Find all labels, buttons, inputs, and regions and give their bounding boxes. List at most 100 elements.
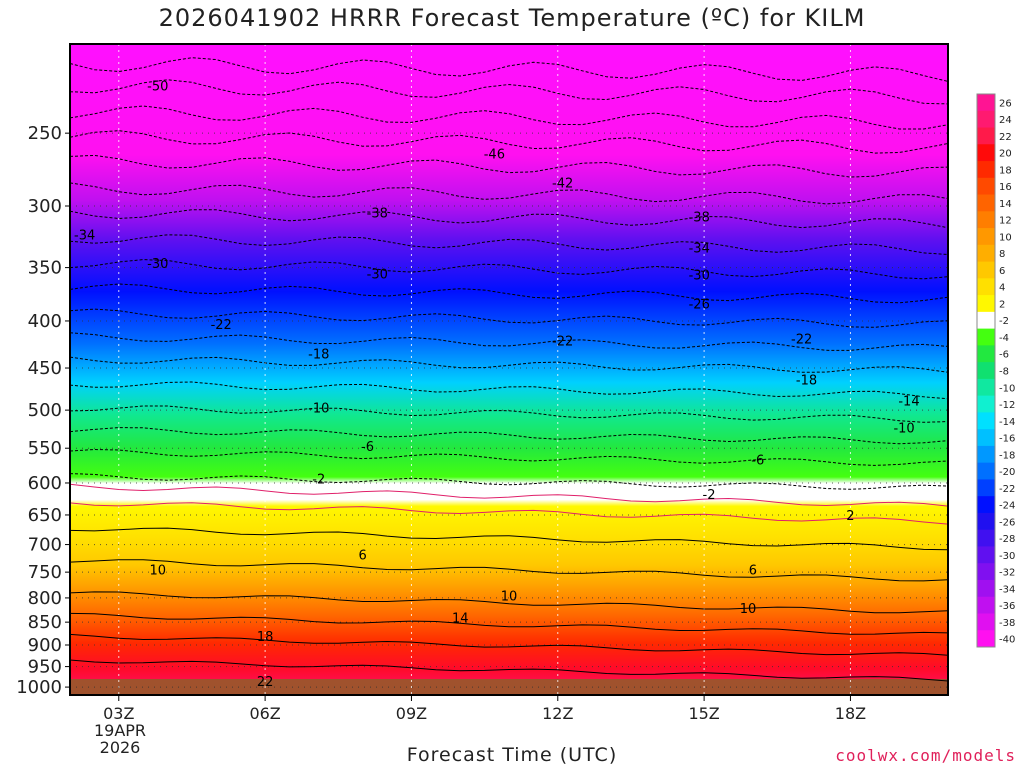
colorbar-swatch: [977, 445, 995, 464]
y-tick-label: 600: [28, 473, 62, 494]
colorbar-swatch: [977, 295, 995, 313]
colorbar-tick-label: 14: [999, 199, 1012, 210]
colorbar-swatch: [977, 563, 995, 581]
contour-line: [70, 308, 948, 328]
colorbar-tick-label: -38: [999, 618, 1015, 629]
colorbar-swatch: [977, 194, 995, 212]
contour-line: [70, 209, 948, 229]
colorbar-swatch: [977, 630, 995, 648]
colorbar-swatch: [977, 144, 995, 162]
contour-label: -10: [893, 421, 914, 436]
contour-label: -2: [703, 488, 716, 503]
colorbar-tick-label: 10: [999, 232, 1012, 243]
colorbar-tick-label: -14: [999, 417, 1015, 428]
colorbar-swatch: [977, 328, 995, 346]
colorbar-swatch: [977, 613, 995, 631]
contour-line: [70, 633, 948, 656]
colorbar-tick-label: 24: [999, 115, 1012, 126]
contour-label: 18: [257, 630, 274, 645]
y-tick-label: 950: [28, 657, 62, 678]
y-tick-label: 750: [28, 562, 62, 583]
x-tick-label: 15Z: [688, 704, 719, 723]
contour-line: [70, 332, 948, 351]
colorbar-tick-label: -16: [999, 434, 1015, 445]
colorbar-tick-label: -4: [999, 333, 1009, 344]
contour-label: -38: [367, 207, 388, 222]
contour-label: -30: [689, 268, 710, 283]
colorbar-tick-label: 16: [999, 182, 1012, 193]
chart-title: 2026041902 HRRR Forecast Temperature (ºC…: [158, 4, 866, 32]
date-line-2: 2026: [99, 738, 141, 757]
contour-line: [70, 591, 948, 614]
colorbar-tick-label: -28: [999, 534, 1015, 545]
contour-line: [70, 405, 948, 423]
date-line-1: 19APR: [93, 721, 147, 740]
colorbar-swatch: [977, 161, 995, 179]
y-tick-label: 250: [28, 123, 62, 144]
colorbar-swatch: [977, 311, 995, 330]
contour-line: [70, 283, 948, 304]
y-tick-label: 900: [28, 635, 62, 656]
y-tick-label: 300: [28, 196, 62, 217]
y-tick-label: 800: [28, 588, 62, 609]
colorbar-swatch: [977, 579, 995, 598]
colorbar-tick-label: -18: [999, 450, 1015, 461]
contour-line: [70, 259, 948, 280]
contour-label: -38: [689, 211, 710, 226]
temperature-field: [70, 44, 948, 695]
credit-link[interactable]: coolwx.com/models: [835, 746, 1016, 765]
colorbar-swatch: [977, 244, 995, 263]
contour-label: -22: [211, 318, 232, 333]
start-date-label: 19APR 2026: [80, 722, 160, 756]
colorbar-swatch: [977, 462, 995, 480]
colorbar-tick-label: -8: [999, 367, 1009, 378]
colorbar-swatch: [977, 395, 995, 413]
contour-line: [70, 182, 948, 205]
y-tick-label: 450: [28, 358, 62, 379]
contour-label: 10: [501, 589, 518, 604]
contour-line: [70, 612, 948, 635]
y-tick-label: 400: [28, 311, 62, 332]
contour-label: -30: [147, 257, 168, 272]
plot-frame: [69, 43, 949, 696]
colorbar-tick-label: 12: [999, 216, 1012, 227]
colorbar-tick-label: 8: [999, 249, 1005, 260]
colorbar-frame: [976, 93, 996, 648]
colorbar-swatch: [977, 345, 995, 363]
colorbar-tick-label: 20: [999, 149, 1012, 160]
contour-line: [70, 502, 948, 525]
contour-label: 10: [740, 602, 757, 617]
contour-label: 6: [749, 563, 757, 578]
contour-line: [70, 130, 948, 154]
contour-line: [70, 659, 948, 682]
contour-line: [70, 427, 948, 445]
y-tick-label: 700: [28, 535, 62, 556]
x-tick-label: 12Z: [542, 704, 573, 723]
contour-line: [70, 559, 948, 582]
contour-label: -10: [308, 402, 329, 417]
contour-label: -34: [689, 242, 710, 257]
contour-label: 22: [257, 675, 274, 690]
colorbar-tick-label: 22: [999, 132, 1012, 143]
contour-label: 14: [452, 611, 469, 626]
x-tick-label: 09Z: [396, 704, 427, 723]
y-tick-label: 850: [28, 612, 62, 633]
contour-label: -50: [147, 80, 168, 95]
colorbar-swatch: [977, 596, 995, 614]
x-axis-label: Forecast Time (UTC): [406, 744, 618, 766]
colorbar-swatch: [977, 127, 995, 145]
x-tick-label: 18Z: [835, 704, 866, 723]
colorbar-tick-label: -24: [999, 501, 1015, 512]
colorbar-tick-label: -34: [999, 584, 1015, 595]
colorbar-tick-label: -40: [999, 635, 1015, 646]
colorbar-swatch: [977, 546, 995, 564]
contour-label: -30: [367, 267, 388, 282]
contour-label: -22: [791, 333, 812, 348]
contour-line: [70, 448, 948, 466]
colorbar-tick-label: -36: [999, 601, 1015, 612]
contour-line: [70, 483, 948, 507]
colorbar-swatch: [977, 512, 995, 531]
colorbar-swatch: [977, 378, 995, 397]
colorbar-tick-label: -12: [999, 400, 1015, 411]
